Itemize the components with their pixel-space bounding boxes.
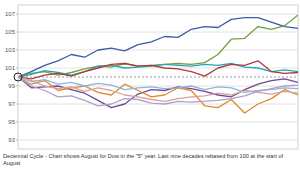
series-line <box>18 18 298 77</box>
tick-label: 93 <box>8 137 15 143</box>
tick-mark <box>16 122 18 123</box>
plot-frame <box>18 5 298 149</box>
series-line <box>18 64 298 78</box>
grid-line <box>18 14 298 15</box>
tick-mark <box>16 140 18 141</box>
tick-mark <box>16 68 18 69</box>
lines <box>18 15 298 113</box>
tick-label: 101 <box>5 65 16 71</box>
series-line <box>18 77 298 101</box>
tick-label: 105 <box>5 29 16 35</box>
grid-line <box>18 140 298 141</box>
series-line <box>18 77 298 106</box>
tick-mark <box>16 32 18 33</box>
tick-mark <box>16 104 18 105</box>
grid-line <box>18 32 298 33</box>
baseline <box>18 77 298 78</box>
chart: 93 95 97 99 101 103 105 107 <box>0 0 300 177</box>
caption: Decennial Cycle - Chart shows August for… <box>3 153 297 167</box>
tick-label: 99 <box>8 83 15 89</box>
start-marker <box>14 73 22 81</box>
grid-line <box>18 122 298 123</box>
tick-mark <box>16 86 18 87</box>
series-line <box>18 77 298 108</box>
grid-line <box>18 50 298 51</box>
tick-label: 95 <box>8 119 15 125</box>
series-line <box>18 77 298 92</box>
series-line <box>18 15 298 77</box>
series-line <box>18 77 298 113</box>
series-line <box>18 61 298 79</box>
tick-label: 97 <box>8 101 15 107</box>
tick-mark <box>16 14 18 15</box>
tick-label: 107 <box>5 11 16 17</box>
tick-label: 103 <box>5 47 16 53</box>
tick-mark <box>16 50 18 51</box>
